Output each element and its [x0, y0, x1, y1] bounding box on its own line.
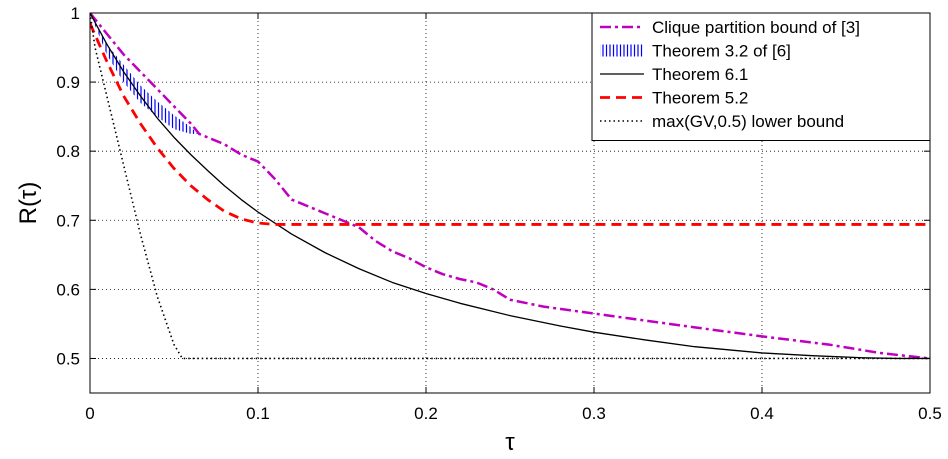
legend-label-theorem-5-2: Theorem 5.2 [652, 89, 748, 108]
y-tick-label: 0.9 [56, 73, 80, 92]
x-tick-label: 0.4 [750, 404, 774, 423]
legend: Clique partition bound of [3] Theorem 3.2… [591, 12, 931, 141]
legend-swatch-theorem-3-2-of-6 [600, 44, 644, 57]
y-tick-label: 0.5 [56, 349, 80, 368]
legend-label-theorem-6-1: Theorem 6.1 [652, 65, 748, 84]
series-layer [90, 13, 930, 360]
series-max-gv-0-5-lower-bound [90, 13, 930, 360]
legend-label-clique-partition-bound-of-3: Clique partition bound of [3] [652, 18, 860, 37]
series-clique-partition-bound-of-3 [90, 13, 930, 360]
plot-frame [89, 12, 931, 394]
tick-layer: 0 0.1 0.2 0.3 0.4 0.5 0.5 0.6 0.7 0.8 0.9 1 [56, 4, 941, 423]
y-tick-label: 0.8 [56, 142, 80, 161]
x-tick-label: 0.5 [918, 404, 942, 423]
x-tick-label: 0.2 [414, 404, 438, 423]
y-tick-label: 1 [71, 4, 80, 23]
legend-label-theorem-3-2-of-6: Theorem 3.2 of [6] [652, 42, 791, 61]
legend-box [591, 12, 931, 141]
series-theorem-5-2 [90, 22, 930, 226]
x-axis-label: τ [505, 429, 515, 456]
x-tick-label: 0.3 [582, 404, 606, 423]
legend-label-max-gv-0-5-lower-bound: max(GV,0.5) lower bound [652, 112, 844, 131]
x-tick-label: 0 [85, 404, 94, 423]
y-axis-label: R(τ) [15, 182, 42, 225]
y-tick-label: 0.7 [56, 211, 80, 230]
x-tick-label: 0.1 [246, 404, 270, 423]
series-theorem-6-1 [90, 13, 930, 360]
y-tick-label: 0.6 [56, 280, 80, 299]
